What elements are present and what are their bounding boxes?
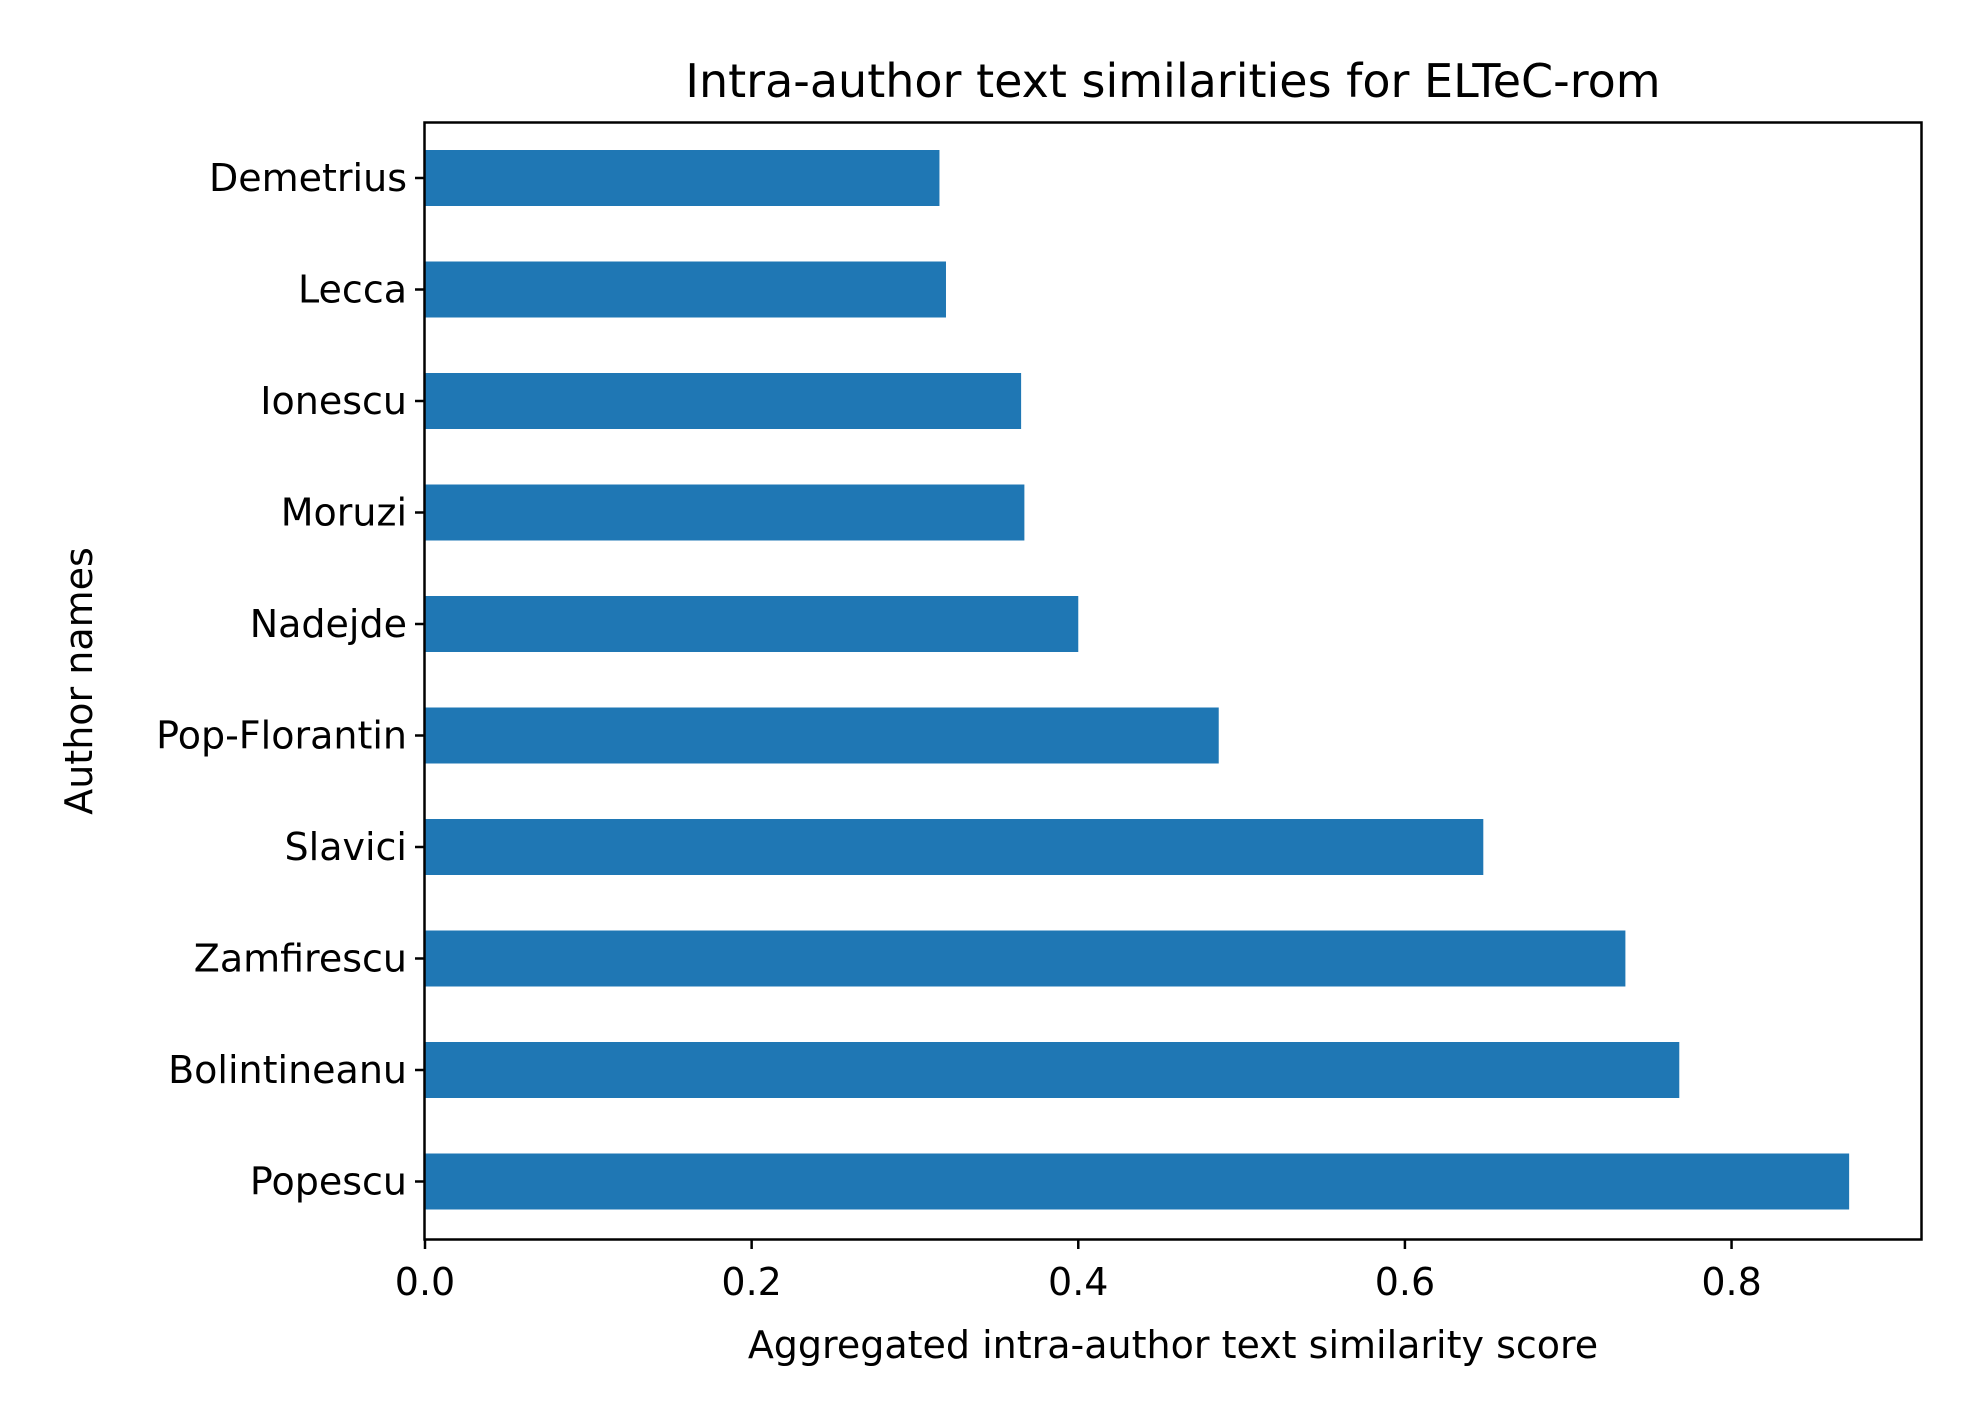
bars-group (425, 150, 1850, 1210)
y-tick-label: Bolintineanu (168, 1048, 407, 1092)
bar-moruzi (425, 484, 1025, 541)
bar-pop-florantin (425, 707, 1219, 764)
bar-lecca (425, 261, 946, 318)
y-tick-label: Slavici (285, 825, 407, 869)
bar-ionescu (425, 373, 1022, 429)
y-tick-label: Ionescu (260, 379, 407, 423)
y-tick-label: Popescu (250, 1160, 407, 1204)
x-tick-label: 0.4 (1048, 1260, 1108, 1304)
y-axis-ticks: Demetrius Lecca Ionescu Moruzi Nadejde Pop-Fl… (156, 156, 425, 1204)
x-tick-label: 0.6 (1375, 1260, 1435, 1304)
plot-frame (423, 121, 1923, 1241)
x-tick-label: 0.8 (1701, 1260, 1761, 1304)
x-tick-label: 0.0 (395, 1260, 455, 1304)
y-tick-label: Lecca (298, 268, 407, 312)
y-axis-label: Author names (57, 547, 101, 815)
y-tick-label: Demetrius (209, 156, 407, 200)
bar-bolintineanu (425, 1042, 1680, 1098)
y-tick-label: Nadejde (250, 602, 407, 646)
chart-title: Intra-author text similarities for ELTeC… (685, 54, 1660, 108)
y-tick-label: Pop-Florantin (156, 714, 407, 758)
bar-nadejde (425, 596, 1079, 652)
y-tick-label: Zamfirescu (194, 937, 407, 981)
x-axis-ticks: 0.0 0.2 0.4 0.6 0.8 (395, 1239, 1762, 1304)
bar-zamfirescu (425, 930, 1626, 987)
bar-slavici (425, 819, 1484, 875)
bar-popescu (425, 1153, 1850, 1210)
y-tick-label: Moruzi (281, 491, 407, 535)
x-tick-label: 0.2 (721, 1260, 781, 1304)
x-axis-label: Aggregated intra-author text similarity … (748, 1323, 1598, 1367)
bar-demetrius (425, 150, 940, 206)
